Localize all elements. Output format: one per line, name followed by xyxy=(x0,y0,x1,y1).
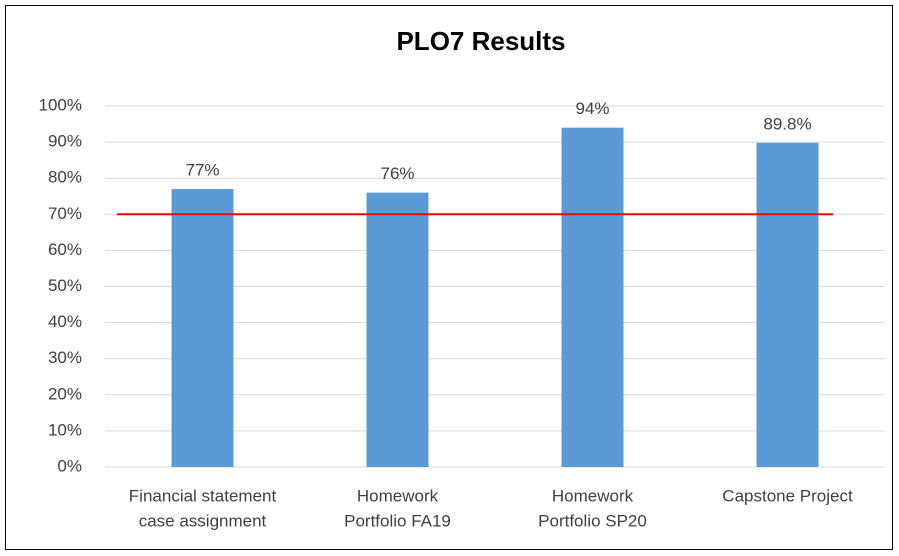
x-tick-label: case assignment xyxy=(139,511,267,530)
bar xyxy=(756,142,819,467)
bar xyxy=(171,189,234,467)
y-tick-label: 80% xyxy=(48,168,82,187)
x-tick-label: Portfolio FA19 xyxy=(344,511,451,530)
y-tick-label: 100% xyxy=(39,95,82,114)
x-tick-label: Homework xyxy=(357,486,439,505)
x-tick-label: Financial statement xyxy=(129,486,277,505)
data-label: 94% xyxy=(575,99,609,118)
bar xyxy=(366,192,429,467)
data-label: 89.8% xyxy=(763,114,811,133)
y-tick-label: 40% xyxy=(48,312,82,331)
data-label: 77% xyxy=(185,161,219,180)
bar xyxy=(561,127,624,467)
x-tick-label: Portfolio SP20 xyxy=(538,511,647,530)
x-tick-label: Capstone Project xyxy=(722,486,853,505)
y-tick-label: 90% xyxy=(48,132,82,151)
chart-title: PLO7 Results xyxy=(396,26,565,56)
y-tick-label: 30% xyxy=(48,348,82,367)
y-tick-label: 50% xyxy=(48,276,82,295)
y-tick-label: 0% xyxy=(57,456,82,475)
y-tick-label: 20% xyxy=(48,384,82,403)
y-tick-label: 10% xyxy=(48,420,82,439)
y-tick-label: 60% xyxy=(48,240,82,259)
x-tick-label: Homework xyxy=(552,486,634,505)
chart-frame xyxy=(5,5,893,550)
data-label: 76% xyxy=(380,164,414,183)
y-tick-label: 70% xyxy=(48,204,82,223)
